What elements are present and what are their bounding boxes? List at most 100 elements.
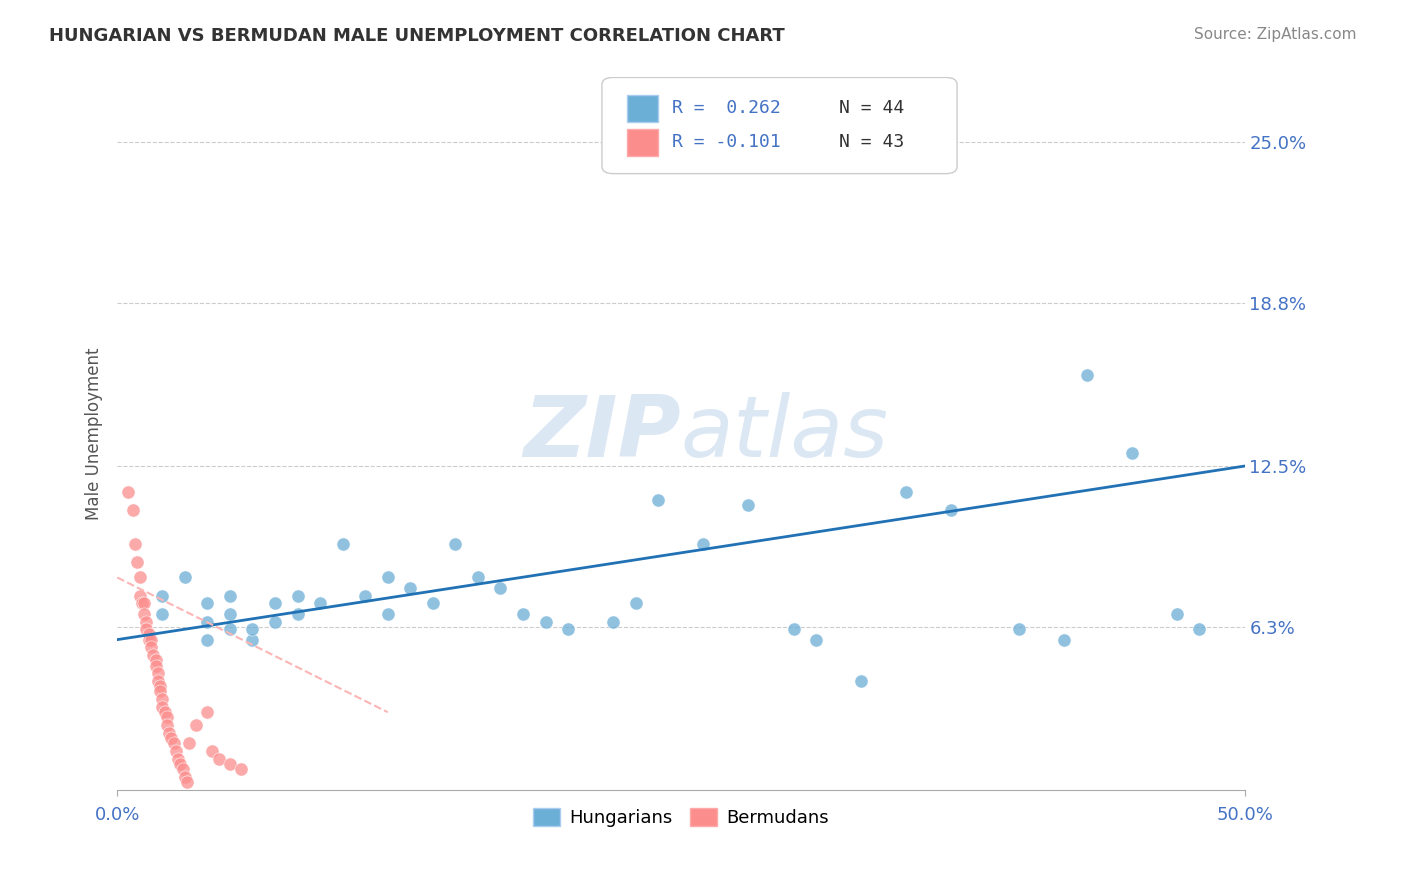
Point <box>176 775 198 789</box>
Point <box>145 653 167 667</box>
Point <box>195 705 218 719</box>
Text: ZIP: ZIP <box>523 392 681 475</box>
Point <box>149 684 172 698</box>
Text: 50.0%: 50.0% <box>1216 806 1272 824</box>
Point <box>135 622 157 636</box>
Text: Source: ZipAtlas.com: Source: ZipAtlas.com <box>1194 27 1357 42</box>
Point <box>131 596 153 610</box>
Point <box>135 615 157 629</box>
Point <box>444 537 467 551</box>
Point <box>149 679 172 693</box>
Point <box>153 705 176 719</box>
Point <box>1076 368 1098 383</box>
Point <box>557 622 579 636</box>
Point <box>242 622 264 636</box>
Point <box>146 666 169 681</box>
FancyBboxPatch shape <box>602 78 957 174</box>
Point <box>139 632 162 647</box>
Point <box>184 718 207 732</box>
Point <box>941 503 963 517</box>
Point <box>128 570 150 584</box>
Text: HUNGARIAN VS BERMUDAN MALE UNEMPLOYMENT CORRELATION CHART: HUNGARIAN VS BERMUDAN MALE UNEMPLOYMENT … <box>49 27 785 45</box>
Point <box>512 607 534 621</box>
Point <box>124 537 146 551</box>
Point <box>399 581 422 595</box>
Point <box>157 726 180 740</box>
Point <box>1188 622 1211 636</box>
Point <box>896 485 918 500</box>
Point <box>219 622 242 636</box>
Point <box>150 589 173 603</box>
Point <box>173 570 195 584</box>
Point <box>219 589 242 603</box>
Point <box>231 762 253 776</box>
Point <box>264 615 287 629</box>
Point <box>134 607 156 621</box>
Point <box>138 632 160 647</box>
Text: N = 43: N = 43 <box>839 133 904 151</box>
Point <box>467 570 489 584</box>
Point <box>167 752 190 766</box>
Point <box>354 589 377 603</box>
Point <box>624 596 647 610</box>
Point <box>128 589 150 603</box>
Point <box>782 622 804 636</box>
Point <box>122 503 145 517</box>
Point <box>287 607 309 621</box>
Point <box>139 640 162 655</box>
Point <box>146 674 169 689</box>
Point <box>172 762 194 776</box>
Bar <box>627 128 658 156</box>
Point <box>692 537 714 551</box>
Point <box>160 731 183 745</box>
Point <box>156 710 179 724</box>
Point <box>169 757 191 772</box>
Point <box>1053 632 1076 647</box>
Point <box>162 736 184 750</box>
Point <box>195 632 218 647</box>
Point <box>804 632 827 647</box>
Y-axis label: Male Unemployment: Male Unemployment <box>86 347 103 520</box>
Point <box>377 570 399 584</box>
Point <box>219 607 242 621</box>
Legend: Hungarians, Bermudans: Hungarians, Bermudans <box>526 800 837 834</box>
Point <box>208 752 231 766</box>
Point <box>201 744 224 758</box>
Point <box>489 581 512 595</box>
Point <box>851 674 873 689</box>
Point <box>173 770 195 784</box>
Point <box>165 744 187 758</box>
Point <box>145 658 167 673</box>
Point <box>1121 446 1143 460</box>
Point <box>127 555 149 569</box>
Point <box>377 607 399 621</box>
Point <box>117 485 139 500</box>
Point <box>422 596 444 610</box>
Point <box>142 648 165 663</box>
Text: R =  0.262: R = 0.262 <box>672 99 780 117</box>
Point <box>602 615 624 629</box>
Point <box>1008 622 1031 636</box>
Point <box>179 736 201 750</box>
Bar <box>627 95 658 122</box>
Point <box>195 596 218 610</box>
Point <box>1166 607 1188 621</box>
Text: R = -0.101: R = -0.101 <box>672 133 780 151</box>
Point <box>647 492 669 507</box>
Point <box>332 537 354 551</box>
Point <box>287 589 309 603</box>
Text: N = 44: N = 44 <box>839 99 904 117</box>
Point <box>219 757 242 772</box>
Text: 0.0%: 0.0% <box>94 806 139 824</box>
Point <box>156 718 179 732</box>
Point <box>309 596 332 610</box>
Point <box>138 627 160 641</box>
Point <box>242 632 264 647</box>
Point <box>534 615 557 629</box>
Point <box>134 596 156 610</box>
Text: atlas: atlas <box>681 392 889 475</box>
Point <box>150 607 173 621</box>
Point <box>195 615 218 629</box>
Point <box>150 700 173 714</box>
Point <box>150 692 173 706</box>
